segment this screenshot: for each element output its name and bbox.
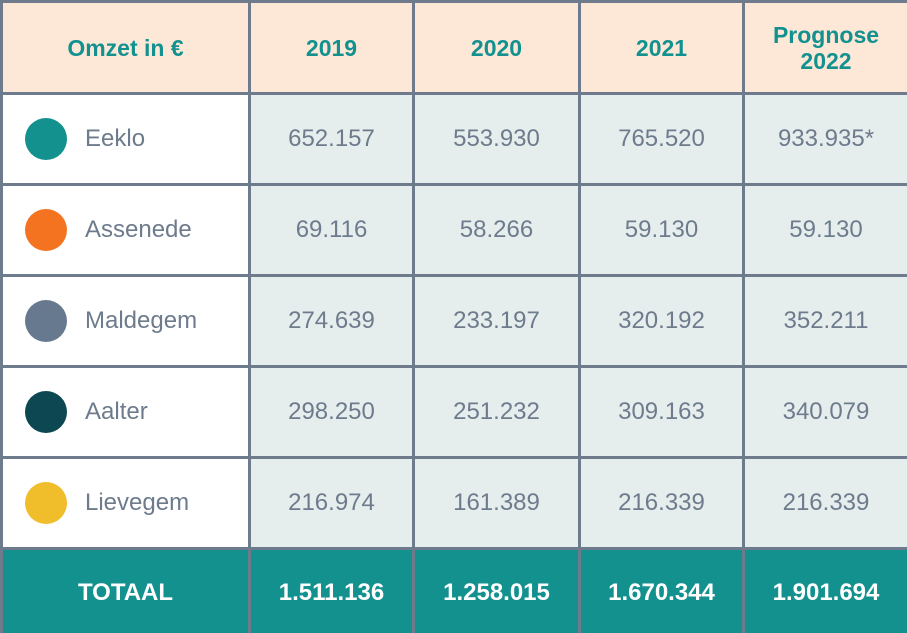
value-cell: 251.232 xyxy=(412,365,581,459)
color-dot xyxy=(25,300,67,342)
table-head: Omzet in €2019 2020 2021 Prognose 2022 xyxy=(0,0,907,95)
total-cell: 1.511.136 xyxy=(248,547,415,633)
value-cell: 553.930 xyxy=(412,92,581,186)
total-cell: 1.258.015 xyxy=(412,547,581,633)
header-cell: 2019 xyxy=(248,0,415,95)
value-cell: 69.116 xyxy=(248,183,415,277)
header-cell: 2020 xyxy=(412,0,581,95)
total-row: TOTAAL 1.511.136 1.258.015 1.670.344 1.901.6… xyxy=(0,547,907,633)
color-dot xyxy=(25,209,67,251)
header-row: Omzet in €2019 2020 2021 Prognose 2022 xyxy=(0,0,907,95)
header-cell: Omzet in € xyxy=(0,0,251,95)
total-cell: 1.901.694 xyxy=(742,547,907,633)
value-cell: 216.974 xyxy=(248,456,415,550)
value-cell: 59.130 xyxy=(742,183,907,277)
row-label: Lievegem xyxy=(0,456,251,550)
row-label: Maldegem xyxy=(0,274,251,368)
total-cell: 1.670.344 xyxy=(578,547,745,633)
value-cell: 216.339 xyxy=(742,456,907,550)
value-cell: 340.079 xyxy=(742,365,907,459)
row-label-text: Maldegem xyxy=(85,307,198,334)
data-row: Eeklo 652.157 553.930 765.520 933.935* xyxy=(0,92,907,186)
value-cell: 59.130 xyxy=(578,183,745,277)
color-dot xyxy=(25,482,67,524)
value-cell: 765.520 xyxy=(578,92,745,186)
value-cell: 274.639 xyxy=(248,274,415,368)
value-cell: 58.266 xyxy=(412,183,581,277)
color-dot xyxy=(25,391,67,433)
row-label-text: Lievegem xyxy=(85,489,190,516)
data-row: Assenede 69.116 58.266 59.130 59.130 xyxy=(0,183,907,277)
data-row: Lievegem 216.974 161.389 216.339 216.339 xyxy=(0,456,907,550)
row-label-text: Eeklo xyxy=(85,125,146,152)
row-label: Aalter xyxy=(0,365,251,459)
value-cell: 298.250 xyxy=(248,365,415,459)
value-cell: 320.192 xyxy=(578,274,745,368)
row-label-text: Aalter xyxy=(85,398,148,425)
row-label: Assenede xyxy=(0,183,251,277)
row-label-text: Assenede xyxy=(85,216,192,243)
value-cell: 933.935* xyxy=(742,92,907,186)
value-cell: 161.389 xyxy=(412,456,581,550)
value-cell: 216.339 xyxy=(578,456,745,550)
total-cell: TOTAAL xyxy=(0,547,251,633)
data-row: Aalter 298.250 251.232 309.163 340.079 xyxy=(0,365,907,459)
color-dot xyxy=(25,118,67,160)
value-cell: 652.157 xyxy=(248,92,415,186)
header-cell: Prognose 2022 xyxy=(742,0,907,95)
value-cell: 352.211 xyxy=(742,274,907,368)
value-cell: 309.163 xyxy=(578,365,745,459)
table-body: Eeklo 652.157 553.930 765.520 933.935* Assene… xyxy=(0,92,907,633)
data-row: Maldegem 274.639 233.197 320.192 352.211 xyxy=(0,274,907,368)
row-label: Eeklo xyxy=(0,92,251,186)
value-cell: 233.197 xyxy=(412,274,581,368)
header-cell: 2021 xyxy=(578,0,745,95)
